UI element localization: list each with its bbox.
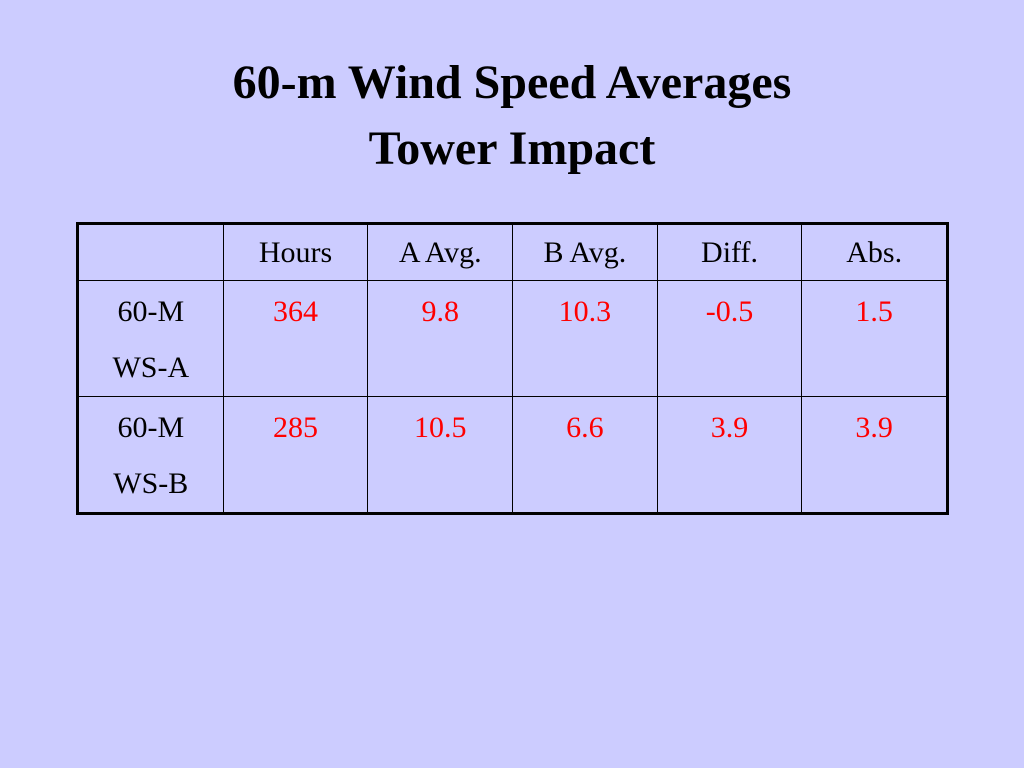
table-row: 60-M WS-A 364 9.8 10.3 -0.5 1.5 (77, 280, 948, 397)
value-cell: 10.3 (512, 280, 658, 397)
column-header: A Avg. (367, 223, 514, 281)
value-cell: 6.6 (512, 396, 658, 514)
row-label: 60-M WS-B (77, 396, 224, 514)
row-label-line: 60-M (117, 411, 185, 444)
row-label-line: 60-M (117, 295, 185, 328)
value-cell: 3.9 (656, 396, 803, 514)
title-line: Tower Impact (368, 122, 656, 175)
column-header: Abs. (801, 223, 948, 281)
row-label-line: WS-A (112, 351, 190, 384)
value-cell: 364 (222, 280, 369, 397)
value-cell: 3.9 (801, 396, 948, 514)
column-header: Diff. (656, 223, 803, 281)
title-line: 60-m Wind Speed Averages (232, 56, 792, 109)
value-cell: 285 (222, 396, 369, 514)
column-header: B Avg. (512, 223, 658, 281)
corner-cell (77, 223, 224, 281)
slide-title: 60-m Wind Speed Averages Tower Impact (0, 50, 1024, 182)
column-header: Hours (222, 223, 369, 281)
value-cell: 9.8 (367, 280, 514, 397)
value-cell: 1.5 (801, 280, 948, 397)
data-table: Hours A Avg. B Avg. Diff. Abs. 60-M WS-A 364 9.8… (76, 222, 949, 515)
header-row: Hours A Avg. B Avg. Diff. Abs. (77, 223, 948, 281)
row-label: 60-M WS-A (77, 280, 224, 397)
value-cell: -0.5 (656, 280, 803, 397)
table-row: 60-M WS-B 285 10.5 6.6 3.9 3.9 (77, 396, 948, 514)
value-cell: 10.5 (367, 396, 514, 514)
row-label-line: WS-B (113, 467, 189, 500)
